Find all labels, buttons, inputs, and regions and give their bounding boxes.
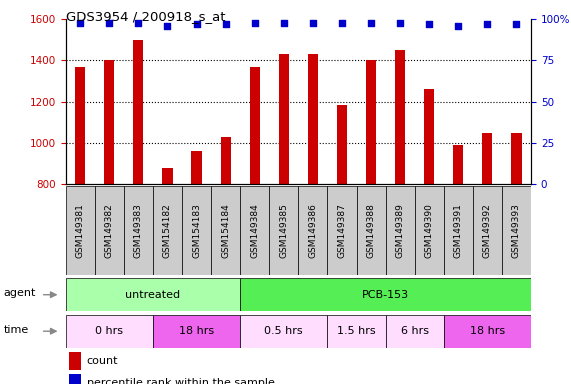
Point xyxy=(104,20,114,26)
Text: GSM149381: GSM149381 xyxy=(76,203,85,258)
Bar xyxy=(220,137,231,349)
Text: untreated: untreated xyxy=(126,290,180,300)
FancyBboxPatch shape xyxy=(415,186,444,275)
Text: 1.5 hrs: 1.5 hrs xyxy=(337,326,376,336)
FancyBboxPatch shape xyxy=(153,186,182,275)
Text: time: time xyxy=(3,324,29,334)
Point xyxy=(163,23,172,29)
Text: GSM149391: GSM149391 xyxy=(454,203,463,258)
FancyBboxPatch shape xyxy=(327,315,385,348)
Text: GSM149390: GSM149390 xyxy=(425,203,434,258)
Bar xyxy=(395,50,405,349)
Text: 18 hrs: 18 hrs xyxy=(179,326,214,336)
Text: GSM149389: GSM149389 xyxy=(396,203,405,258)
Bar xyxy=(308,54,318,349)
FancyBboxPatch shape xyxy=(444,186,473,275)
FancyBboxPatch shape xyxy=(182,186,211,275)
Text: 0 hrs: 0 hrs xyxy=(95,326,123,336)
Text: GSM154183: GSM154183 xyxy=(192,203,201,258)
Bar xyxy=(191,151,202,349)
Bar xyxy=(482,133,493,349)
Bar xyxy=(104,61,114,349)
Text: GSM149386: GSM149386 xyxy=(308,203,317,258)
Text: agent: agent xyxy=(3,288,35,298)
FancyBboxPatch shape xyxy=(298,186,327,275)
Point xyxy=(483,21,492,27)
Bar xyxy=(512,133,521,349)
Point xyxy=(337,20,347,26)
Text: percentile rank within the sample: percentile rank within the sample xyxy=(87,378,275,384)
Bar xyxy=(69,374,81,384)
FancyBboxPatch shape xyxy=(66,315,153,348)
Text: PCB-153: PCB-153 xyxy=(362,290,409,300)
FancyBboxPatch shape xyxy=(270,186,298,275)
Text: GSM149384: GSM149384 xyxy=(250,203,259,258)
FancyBboxPatch shape xyxy=(95,186,124,275)
Point xyxy=(134,20,143,26)
Bar xyxy=(337,105,347,349)
Bar xyxy=(279,54,289,349)
Text: GSM149382: GSM149382 xyxy=(105,203,114,258)
Point xyxy=(221,21,230,27)
FancyBboxPatch shape xyxy=(66,278,240,311)
Text: GSM149383: GSM149383 xyxy=(134,203,143,258)
Text: 6 hrs: 6 hrs xyxy=(401,326,429,336)
Point xyxy=(192,21,201,27)
FancyBboxPatch shape xyxy=(327,186,356,275)
FancyBboxPatch shape xyxy=(385,186,415,275)
Text: GSM149393: GSM149393 xyxy=(512,203,521,258)
Text: GSM154184: GSM154184 xyxy=(221,203,230,258)
Text: GSM149392: GSM149392 xyxy=(483,203,492,258)
Point xyxy=(425,21,434,27)
Text: GSM149387: GSM149387 xyxy=(337,203,347,258)
Bar xyxy=(133,40,143,349)
Bar xyxy=(162,168,172,349)
Text: GSM149388: GSM149388 xyxy=(367,203,376,258)
Bar xyxy=(75,67,85,349)
Text: 0.5 hrs: 0.5 hrs xyxy=(264,326,303,336)
FancyBboxPatch shape xyxy=(444,315,531,348)
FancyBboxPatch shape xyxy=(356,186,385,275)
Text: GDS3954 / 200918_s_at: GDS3954 / 200918_s_at xyxy=(66,10,225,23)
Point xyxy=(250,20,259,26)
FancyBboxPatch shape xyxy=(124,186,153,275)
FancyBboxPatch shape xyxy=(240,278,531,311)
Bar xyxy=(69,353,81,369)
Point xyxy=(367,20,376,26)
FancyBboxPatch shape xyxy=(240,186,270,275)
FancyBboxPatch shape xyxy=(240,315,327,348)
Point xyxy=(75,20,85,26)
FancyBboxPatch shape xyxy=(211,186,240,275)
FancyBboxPatch shape xyxy=(66,186,95,275)
Bar xyxy=(453,145,464,349)
Bar xyxy=(250,67,260,349)
FancyBboxPatch shape xyxy=(385,315,444,348)
Point xyxy=(308,20,317,26)
Point xyxy=(512,21,521,27)
Point xyxy=(396,20,405,26)
Text: 18 hrs: 18 hrs xyxy=(470,326,505,336)
FancyBboxPatch shape xyxy=(502,186,531,275)
Bar xyxy=(424,89,435,349)
Text: GSM154182: GSM154182 xyxy=(163,203,172,258)
FancyBboxPatch shape xyxy=(153,315,240,348)
FancyBboxPatch shape xyxy=(473,186,502,275)
Bar xyxy=(366,61,376,349)
Point xyxy=(279,20,288,26)
Point xyxy=(454,23,463,29)
Text: GSM149385: GSM149385 xyxy=(279,203,288,258)
Text: count: count xyxy=(87,356,118,366)
